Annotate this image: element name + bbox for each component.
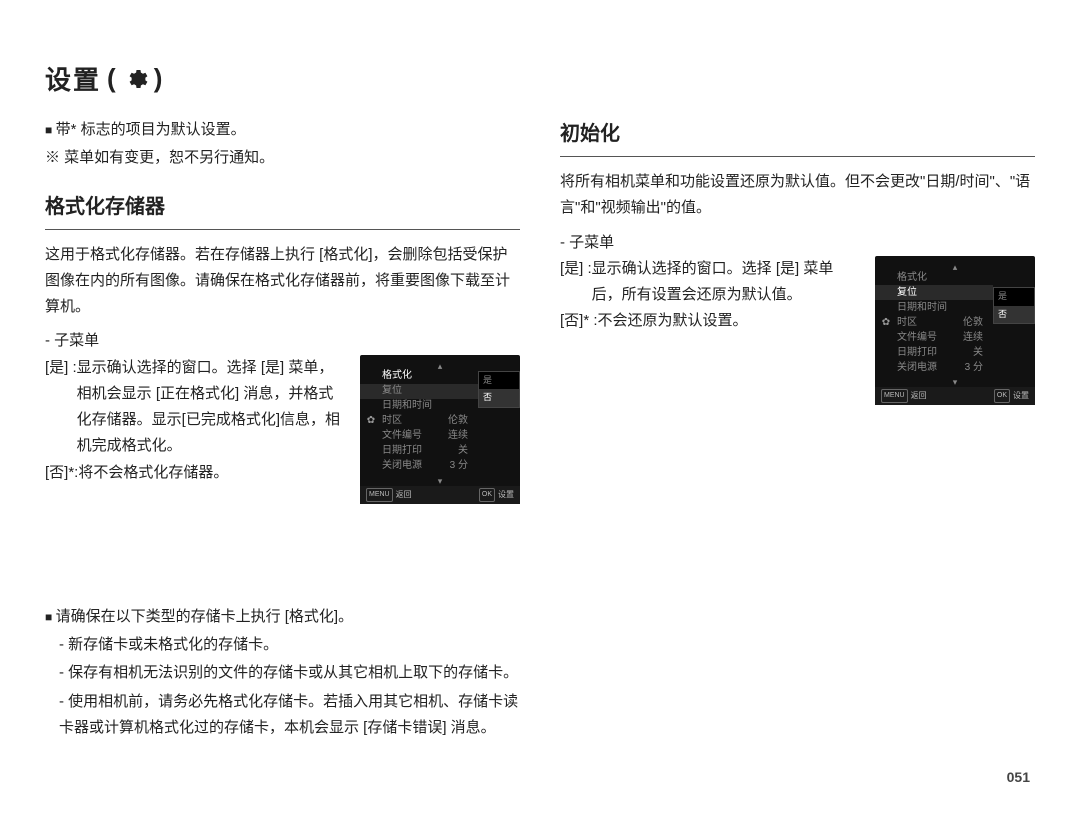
footer-back-label: 返回 [911,389,927,403]
caret-down-icon: ▾ [360,474,520,484]
format-submenu-label: - 子菜单 [45,328,520,354]
format-body: 这用于格式化存储器。若在存储器上执行 [格式化]，会删除包括受保护图像在内的所有… [45,242,520,321]
menu-item-label: 关闭电源 [893,359,965,377]
reset-no-val: 不会还原为默认设置。 [598,308,748,334]
reset-options: [是] : 显示确认选择的窗口。选择 [是] 菜单后，所有设置会还原为默认值。 … [560,256,863,335]
confirm-popup: 是 否 [478,371,520,409]
menu-item-label: 关闭电源 [378,457,450,475]
menu-btn-icon: MENU [366,488,393,502]
popup-no: 否 [479,389,519,407]
lower-note-3: - 保存有相机无法识别的文件的存储卡或从其它相机上取下的存储卡。 [45,660,520,686]
reset-yes-key: [是] : [560,256,592,309]
note-default-marker: 带* 标志的项目为默认设置。 [45,117,520,143]
menu-footer: MENU返回 OK设置 [360,486,520,504]
title-paren-open: ( [107,63,118,94]
page-title: 设置 ( ) [45,60,1035,97]
menu-footer: MENU返回 OK设置 [875,387,1035,405]
popup-no: 否 [994,306,1034,324]
gear-icon [124,67,148,91]
format-lower-notes: 请确保在以下类型的存储卡上执行 [格式化]。 - 新存储卡或未格式化的存储卡。 … [45,604,520,741]
format-yes-key: [是] : [45,355,77,460]
lower-note-2: - 新存储卡或未格式化的存储卡。 [45,632,520,658]
reset-heading: 初始化 [560,117,1035,157]
menu-btn-icon: MENU [881,389,908,403]
title-paren-close: ) [154,63,165,94]
page-number: 051 [1007,769,1030,785]
reset-body: 将所有相机菜单和功能设置还原为默认值。但不会更改"日期/时间"、"语言"和"视频… [560,169,1035,222]
ok-btn-icon: OK [994,389,1010,403]
caret-down-icon: ▾ [875,375,1035,385]
reset-submenu-label: - 子菜单 [560,230,1035,256]
format-no-val: 将不会格式化存储器。 [78,460,228,486]
reset-yes-val: 显示确认选择的窗口。选择 [是] 菜单后，所有设置会还原为默认值。 [592,256,863,309]
title-text: 设置 [45,60,101,97]
footer-ok-label: 设置 [1013,389,1029,403]
camera-menu-screen: ▴ 格式化 复位 日期和时间 ✿时区伦敦 文件编号连续 日期打印关 关闭电源3 … [875,256,1035,405]
format-screen-thumb: ▴ 格式化 复位 日期和时间 ✿时区伦敦 文件编号连续 日期打印关 关闭电源3 … [360,355,520,504]
popup-yes: 是 [994,288,1034,306]
gear-icon: ✿ [879,314,893,332]
right-column: 初始化 将所有相机菜单和功能设置还原为默认值。但不会更改"日期/时间"、"语言"… [560,117,1035,743]
footer-back-label: 返回 [396,488,412,502]
reset-no-key: [否]* : [560,308,598,334]
confirm-popup: 是 否 [993,287,1035,325]
lower-note-1: 请确保在以下类型的存储卡上执行 [格式化]。 [45,604,520,630]
reset-screen-thumb: ▴ 格式化 复位 日期和时间 ✿时区伦敦 文件编号连续 日期打印关 关闭电源3 … [875,256,1035,405]
gear-icon: ✿ [364,412,378,430]
lower-note-4: - 使用相机前，请务必先格式化存储卡。若插入用其它相机、存储卡读卡器或计算机格式… [45,689,520,742]
popup-yes: 是 [479,372,519,390]
format-no-key: [否]*: [45,460,78,486]
footer-ok-label: 设置 [498,488,514,502]
menu-item-value: 3 分 [965,359,989,377]
format-options: [是] : 显示确认选择的窗口。选择 [是] 菜单，相机会显示 [正在格式化] … [45,355,348,486]
ok-btn-icon: OK [479,488,495,502]
camera-menu-screen: ▴ 格式化 复位 日期和时间 ✿时区伦敦 文件编号连续 日期打印关 关闭电源3 … [360,355,520,504]
note-menu-change: ※ 菜单如有变更，恕不另行通知。 [45,145,520,171]
format-heading: 格式化存储器 [45,190,520,230]
left-column: 带* 标志的项目为默认设置。 ※ 菜单如有变更，恕不另行通知。 格式化存储器 这… [45,117,520,743]
menu-item-value: 3 分 [450,457,474,475]
format-yes-val: 显示确认选择的窗口。选择 [是] 菜单，相机会显示 [正在格式化] 消息，并格式… [77,355,348,460]
